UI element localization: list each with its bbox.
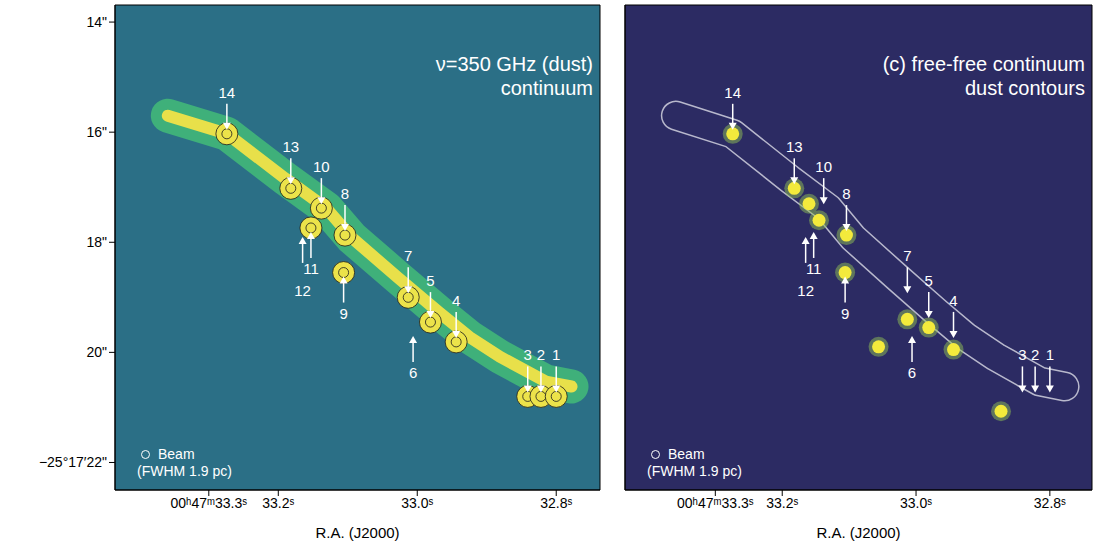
- svg-text:33.0ˢ: 33.0ˢ: [900, 495, 932, 511]
- svg-text:9: 9: [339, 305, 347, 322]
- svg-text:6: 6: [908, 364, 916, 381]
- html-text:(c) free-free continuum: (c) free-free continuum: [882, 53, 1085, 75]
- svg-text:14": 14": [86, 14, 107, 30]
- svg-text:9: 9: [841, 305, 849, 322]
- html-text:(FWHM 1.9 pc): (FWHM 1.9 pc): [137, 463, 232, 479]
- svg-text:32.8ˢ: 32.8ˢ: [540, 495, 572, 511]
- html-text:(FWHM 1.9 pc): (FWHM 1.9 pc): [647, 463, 742, 479]
- svg-text:R.A. (J2000): R.A. (J2000): [315, 524, 399, 541]
- svg-text:00ʰ47ᵐ33.3ˢ: 00ʰ47ᵐ33.3ˢ: [677, 495, 754, 511]
- svg-text:13: 13: [282, 138, 299, 155]
- svg-text:2: 2: [537, 346, 545, 363]
- svg-text:8: 8: [341, 185, 349, 202]
- svg-text:6: 6: [409, 364, 417, 381]
- svg-text:5: 5: [426, 272, 434, 289]
- html-text:continuum: continuum: [500, 77, 593, 99]
- svg-text:7: 7: [903, 247, 911, 264]
- svg-text:−25°17′22": −25°17′22": [39, 454, 107, 470]
- svg-text:14: 14: [219, 84, 236, 101]
- svg-text:1: 1: [552, 346, 560, 363]
- svg-text:33.2ˢ: 33.2ˢ: [262, 495, 294, 511]
- html-text:Beam: Beam: [668, 446, 705, 462]
- svg-text:00ʰ47ᵐ33.3ˢ: 00ʰ47ᵐ33.3ˢ: [171, 495, 248, 511]
- svg-text:12: 12: [797, 282, 814, 299]
- svg-text:11: 11: [303, 260, 319, 277]
- svg-text:4: 4: [949, 292, 957, 309]
- html-text:ν=350 GHz (dust): ν=350 GHz (dust): [435, 53, 593, 75]
- svg-text:12: 12: [294, 282, 311, 299]
- html-text:dust contours: dust contours: [964, 77, 1085, 99]
- html-text:Beam: Beam: [158, 446, 195, 462]
- svg-text:8: 8: [842, 185, 850, 202]
- svg-text:5: 5: [925, 272, 933, 289]
- svg-text:20": 20": [86, 344, 107, 360]
- svg-text:4: 4: [452, 292, 460, 309]
- svg-text:32.8ˢ: 32.8ˢ: [1034, 495, 1066, 511]
- svg-text:7: 7: [404, 247, 412, 264]
- svg-text:11: 11: [806, 260, 822, 277]
- svg-text:13: 13: [786, 138, 803, 155]
- svg-text:R.A. (J2000): R.A. (J2000): [816, 524, 900, 541]
- svg-text:1: 1: [1046, 346, 1054, 363]
- svg-text:33.0ˢ: 33.0ˢ: [401, 495, 433, 511]
- svg-text:33.2ˢ: 33.2ˢ: [766, 495, 798, 511]
- svg-text:18": 18": [86, 234, 107, 250]
- svg-text:3: 3: [1018, 346, 1026, 363]
- svg-text:2: 2: [1031, 346, 1039, 363]
- svg-text:16": 16": [86, 124, 107, 140]
- svg-text:10: 10: [815, 158, 832, 175]
- svg-text:14: 14: [724, 84, 741, 101]
- svg-text:3: 3: [524, 346, 532, 363]
- svg-text:10: 10: [313, 158, 330, 175]
